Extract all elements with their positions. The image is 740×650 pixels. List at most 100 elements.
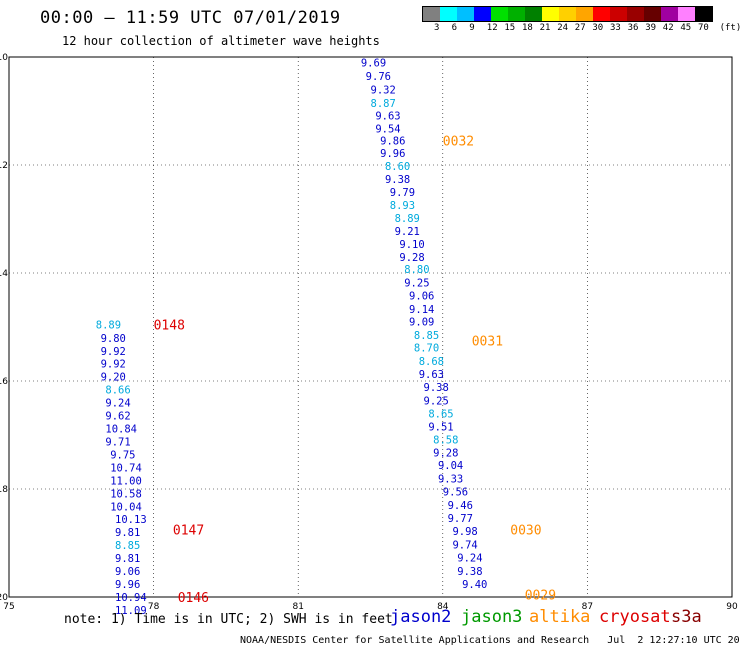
swh-value: 10.58 <box>110 488 142 500</box>
swh-value: 9.62 <box>105 411 130 423</box>
swh-value: 8.68 <box>419 356 444 368</box>
swh-value: 9.86 <box>380 136 405 148</box>
color-scale-label: 18 <box>522 23 533 33</box>
color-scale-label: 24 <box>557 23 569 33</box>
swh-value: 8.89 <box>395 213 420 225</box>
color-scale-label: 12 <box>486 23 498 33</box>
color-scale-legend <box>422 6 713 22</box>
swh-value: 9.24 <box>457 553 482 565</box>
y-tick-label: 16 <box>0 377 8 387</box>
swh-value: 9.54 <box>375 123 400 135</box>
swh-value: 9.81 <box>115 553 140 565</box>
pass-time-label: 0030 <box>510 524 541 539</box>
swh-value: 9.56 <box>443 487 468 499</box>
swh-value: 9.63 <box>375 110 400 122</box>
pass-time-label: 0029 <box>525 588 556 603</box>
x-tick-label: 75 <box>3 602 14 612</box>
swh-value: 8.60 <box>385 161 410 173</box>
swh-value: 9.63 <box>419 369 444 381</box>
swh-value: 9.33 <box>438 474 463 486</box>
page-title: 00:00 – 11:59 UTC 07/01/2019 <box>40 8 341 28</box>
x-tick-label: 78 <box>148 602 160 612</box>
color-scale-label: 30 <box>592 23 604 33</box>
plot-frame <box>8 56 733 598</box>
note-text: note: 1) Time is in UTC; 2) SWH is in fe… <box>64 612 393 627</box>
x-tick-label: 81 <box>292 602 303 612</box>
color-swatch <box>644 7 661 21</box>
swh-value: 9.38 <box>385 174 410 186</box>
swh-value: 8.85 <box>115 540 140 552</box>
swh-value: 9.80 <box>101 333 126 345</box>
swh-value: 9.21 <box>395 226 420 238</box>
y-tick-label: 14 <box>0 269 8 279</box>
swh-value: 9.98 <box>452 526 477 538</box>
color-swatch <box>474 7 491 21</box>
swh-value: 10.04 <box>110 501 142 513</box>
swh-value: 9.20 <box>101 372 126 384</box>
swh-value: 9.79 <box>390 187 415 199</box>
legend-jason2: jason2 <box>390 607 452 627</box>
swh-value: 9.24 <box>105 398 130 410</box>
y-tick-label: 20 <box>0 593 8 603</box>
swh-value: 9.25 <box>404 278 429 290</box>
legend-cryosat: cryosat <box>599 607 671 627</box>
color-scale-label: 27 <box>574 23 586 33</box>
swh-value: 9.81 <box>115 527 140 539</box>
y-tick-label: 18 <box>0 485 8 495</box>
swh-value: 9.06 <box>115 566 140 578</box>
color-swatch <box>661 7 678 21</box>
legend-s3a: s3a <box>671 607 702 627</box>
swh-value: 9.40 <box>462 579 487 591</box>
color-swatch <box>491 7 508 21</box>
pass-time-label: 0032 <box>443 135 474 150</box>
color-scale-label: 21 <box>539 23 551 33</box>
swh-value: 9.46 <box>448 500 473 512</box>
swh-value: 10.94 <box>115 592 147 604</box>
swh-value: 9.25 <box>424 395 449 407</box>
swh-value: 8.85 <box>414 330 439 342</box>
swh-value: 9.04 <box>438 460 463 472</box>
color-scale-label: 15 <box>504 23 516 33</box>
x-tick-label: 90 <box>726 602 738 612</box>
swh-value: 9.71 <box>105 436 130 448</box>
swh-value: 9.32 <box>371 84 396 96</box>
swh-value: 9.06 <box>409 291 434 303</box>
swh-value: 9.77 <box>448 513 473 525</box>
pass-time-label: 0146 <box>178 591 209 606</box>
swh-value: 9.09 <box>409 317 434 329</box>
x-tick-label: 87 <box>582 602 593 612</box>
color-swatch <box>457 7 474 21</box>
swh-value: 9.96 <box>115 579 140 591</box>
swh-value: 11.09 <box>115 605 147 617</box>
color-swatch <box>627 7 644 21</box>
pass-time-label: 0148 <box>154 318 185 333</box>
color-scale-label: 33 <box>610 23 621 33</box>
swh-value: 10.13 <box>115 514 147 526</box>
swh-value: 10.74 <box>110 462 142 474</box>
swh-value: 9.92 <box>101 359 126 371</box>
y-tick-label: 10 <box>0 53 8 63</box>
swh-value: 8.65 <box>428 408 453 420</box>
swh-value: 8.80 <box>404 264 429 276</box>
color-scale-label: 6 <box>451 23 458 33</box>
swh-value: 9.69 <box>361 57 386 69</box>
color-scale-labels: 3 6 9 12 15 18 21 24 27 30 33 36 39 42 45 70 (ft) <box>422 23 740 35</box>
color-scale-label: 9 <box>469 23 475 33</box>
x-tick-label: 84 <box>437 602 449 612</box>
swh-value: 9.96 <box>380 148 405 160</box>
color-swatch <box>423 7 440 21</box>
color-scale-label: 39 <box>645 23 657 33</box>
swh-value: 9.28 <box>433 447 458 459</box>
color-swatch <box>525 7 542 21</box>
page-subtitle: 12 hour collection of altimeter wave hei… <box>62 34 380 48</box>
color-swatch <box>576 7 593 21</box>
pass-time-label: 0147 <box>173 524 204 539</box>
color-scale-label: 42 <box>662 23 674 33</box>
color-swatch <box>508 7 525 21</box>
color-swatch <box>610 7 627 21</box>
swh-value: 8.58 <box>433 434 458 446</box>
pass-time-label: 0031 <box>472 335 503 350</box>
swh-value: 8.93 <box>390 200 415 212</box>
